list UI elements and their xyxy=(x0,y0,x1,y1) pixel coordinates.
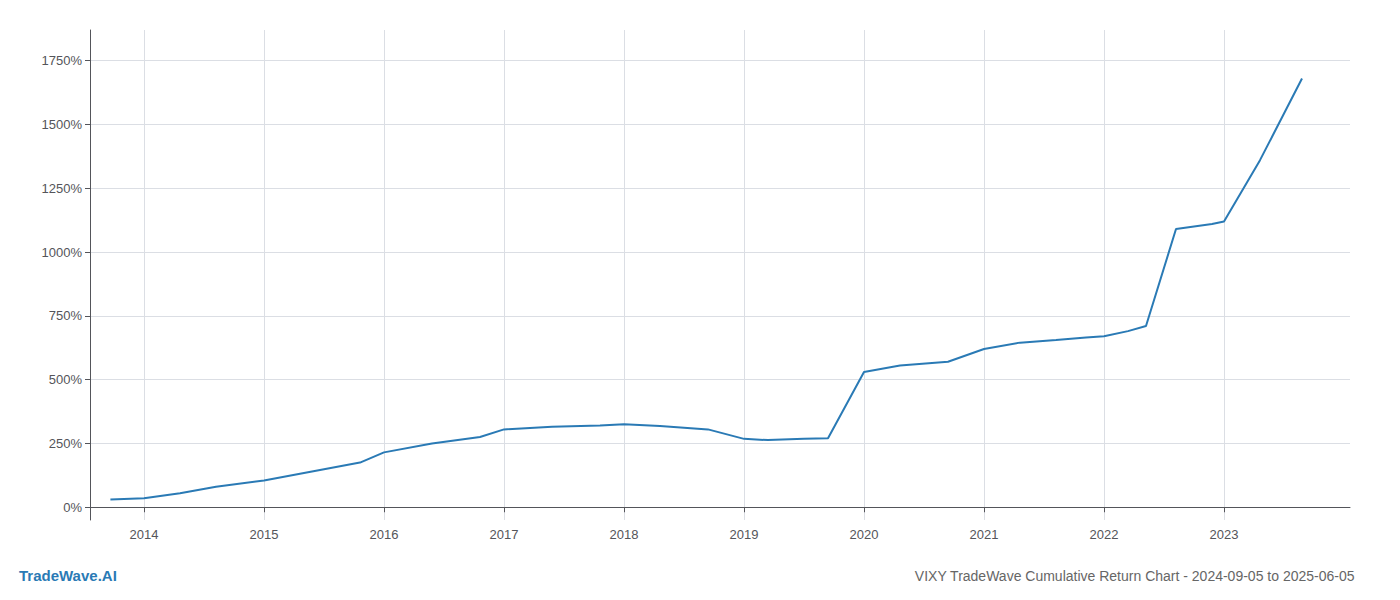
svg-text:2022: 2022 xyxy=(1090,527,1119,542)
svg-text:1500%: 1500% xyxy=(42,117,83,132)
svg-text:2020: 2020 xyxy=(850,527,879,542)
svg-text:2021: 2021 xyxy=(970,527,999,542)
svg-text:250%: 250% xyxy=(49,436,83,451)
svg-text:2014: 2014 xyxy=(130,527,159,542)
svg-text:1250%: 1250% xyxy=(42,181,83,196)
svg-text:2018: 2018 xyxy=(610,527,639,542)
svg-text:1000%: 1000% xyxy=(42,245,83,260)
svg-text:750%: 750% xyxy=(49,308,83,323)
svg-text:0%: 0% xyxy=(63,500,82,515)
svg-text:2019: 2019 xyxy=(730,527,759,542)
svg-text:TradeWave.AI: TradeWave.AI xyxy=(19,567,117,584)
svg-text:2016: 2016 xyxy=(370,527,399,542)
svg-text:500%: 500% xyxy=(49,372,83,387)
svg-text:2017: 2017 xyxy=(490,527,519,542)
svg-text:2023: 2023 xyxy=(1210,527,1239,542)
svg-text:1750%: 1750% xyxy=(42,53,83,68)
svg-text:2015: 2015 xyxy=(250,527,279,542)
svg-text:VIXY TradeWave Cumulative Retu: VIXY TradeWave Cumulative Return Chart -… xyxy=(915,568,1355,584)
